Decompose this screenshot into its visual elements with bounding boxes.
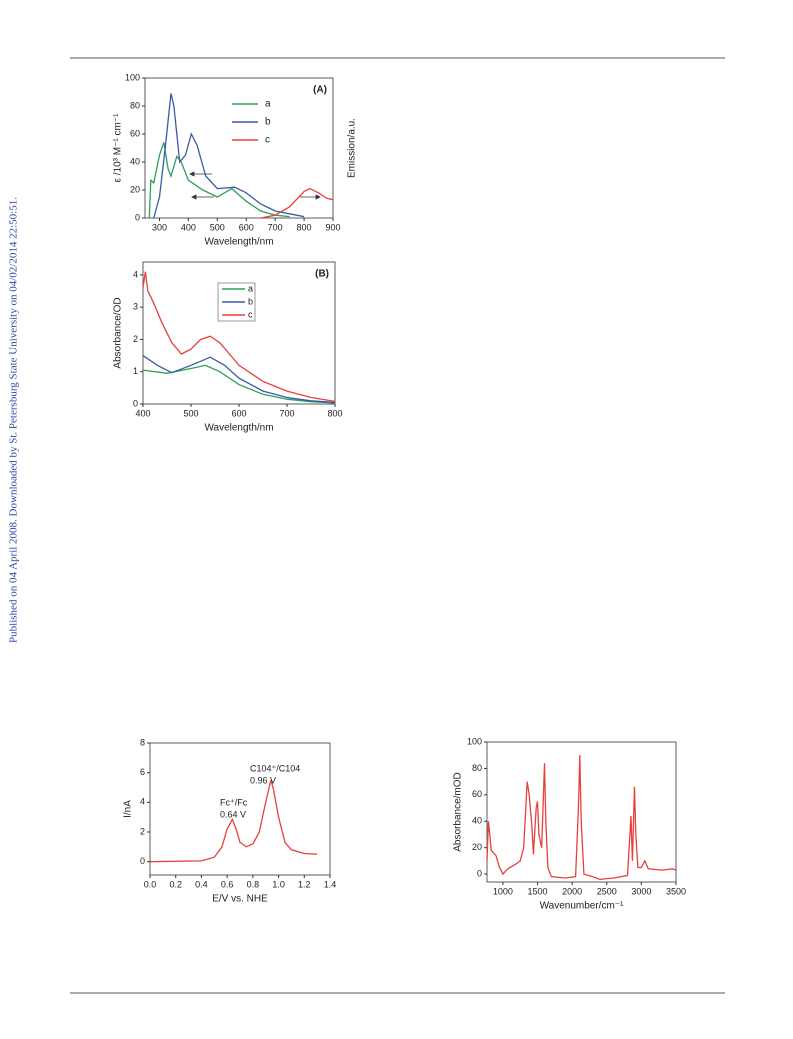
legend-label: a xyxy=(248,283,253,293)
chart-title: (B) xyxy=(315,269,329,280)
y-axis-label: ε /10³ M⁻¹ cm⁻¹ xyxy=(113,113,124,183)
series-line xyxy=(142,364,336,404)
x-tick-label: 800 xyxy=(297,222,312,232)
x-axis-label: E/V vs. NHE xyxy=(212,894,268,905)
y-tick-label: 4 xyxy=(140,797,145,807)
y-axis-label: I/nA xyxy=(123,800,134,818)
x-tick-label: 500 xyxy=(183,408,198,418)
x-tick-label: 0.0 xyxy=(144,879,157,889)
x-tick-label: 2000 xyxy=(562,886,582,896)
y-tick-label: 2 xyxy=(140,826,145,836)
x-tick-label: 0.4 xyxy=(195,879,208,889)
series-line xyxy=(142,355,336,404)
series-line xyxy=(486,755,677,881)
x-tick-label: 500 xyxy=(210,222,225,232)
x-tick-label: 600 xyxy=(231,408,246,418)
x-tick-label: 400 xyxy=(181,222,196,232)
y-tick-label: 20 xyxy=(130,184,140,194)
y-tick-label: 4 xyxy=(133,269,138,279)
side-note: Published on 04 April 2008. Downloaded b… xyxy=(8,197,20,643)
legend-label: b xyxy=(248,296,253,306)
annotation: 0.64 V xyxy=(220,809,246,819)
x-tick-label: 400 xyxy=(135,408,150,418)
x-tick-label: 700 xyxy=(279,408,294,418)
annotation: C104⁺/C104 xyxy=(250,763,300,773)
plot-frame xyxy=(144,77,334,219)
y-tick-label: 100 xyxy=(125,72,140,82)
y-tick-label: 3 xyxy=(133,302,138,312)
x-tick-label: 300 xyxy=(152,222,167,232)
series-line xyxy=(153,93,305,219)
x-tick-label: 3000 xyxy=(631,886,651,896)
legend-label: a xyxy=(265,99,271,110)
x-tick-label: 1.2 xyxy=(298,879,311,889)
annotation: 0.96 V xyxy=(250,775,276,785)
annotation: Fc⁺/Fc xyxy=(220,797,248,807)
series-line xyxy=(142,271,336,403)
x-tick-label: 3500 xyxy=(666,886,686,896)
y-axis-label: Absorbance/mOD xyxy=(453,772,464,851)
x-tick-label: 700 xyxy=(268,222,283,232)
x-tick-label: 0.6 xyxy=(221,879,234,889)
arrows xyxy=(189,171,321,200)
series-line xyxy=(260,187,334,219)
y-tick-label: 60 xyxy=(472,789,482,799)
x-tick-label: 1.0 xyxy=(272,879,285,889)
y-tick-label: 1 xyxy=(133,366,138,376)
y-tick-label: 8 xyxy=(140,737,145,747)
y-tick-label: 40 xyxy=(130,156,140,166)
x-axis-label: Wavenumber/cm⁻¹ xyxy=(540,901,624,912)
x-tick-label: 600 xyxy=(239,222,254,232)
series-line xyxy=(149,779,318,863)
x-tick-label: 1500 xyxy=(528,886,548,896)
y-axis-label: Absorbance/OD xyxy=(113,297,124,368)
chart-title: (A) xyxy=(313,85,327,96)
y-tick-label: 6 xyxy=(140,767,145,777)
x-tick-label: 800 xyxy=(327,408,342,418)
legend-label: c xyxy=(248,309,253,319)
y-tick-label: 0 xyxy=(140,856,145,866)
y-tick-label: 2 xyxy=(133,334,138,344)
x-tick-label: 1000 xyxy=(493,886,513,896)
plot-frame xyxy=(149,742,331,876)
y-tick-label: 0 xyxy=(133,398,138,408)
y-tick-label: 0 xyxy=(477,868,482,878)
y-tick-label: 100 xyxy=(467,736,482,746)
y-tick-label: 40 xyxy=(472,816,482,826)
x-tick-label: 900 xyxy=(325,222,340,232)
x-tick-label: 0.2 xyxy=(169,879,182,889)
x-tick-label: 1.4 xyxy=(324,879,337,889)
x-tick-label: 0.8 xyxy=(247,879,260,889)
legend-label: b xyxy=(265,117,271,128)
x-axis-label: Wavelength/nm xyxy=(204,237,273,248)
y-tick-label: 80 xyxy=(130,100,140,110)
y-tick-label: 80 xyxy=(472,763,482,773)
series-line xyxy=(148,142,290,219)
y-tick-label: 0 xyxy=(135,212,140,222)
y-tick-label: 20 xyxy=(472,842,482,852)
x-axis-label: Wavelength/nm xyxy=(204,423,273,434)
legend-label: c xyxy=(265,135,270,146)
x-tick-label: 2500 xyxy=(597,886,617,896)
y-tick-label: 60 xyxy=(130,128,140,138)
plot-frame xyxy=(486,741,677,883)
y2-axis-label: Emission/a.u. xyxy=(347,118,358,178)
